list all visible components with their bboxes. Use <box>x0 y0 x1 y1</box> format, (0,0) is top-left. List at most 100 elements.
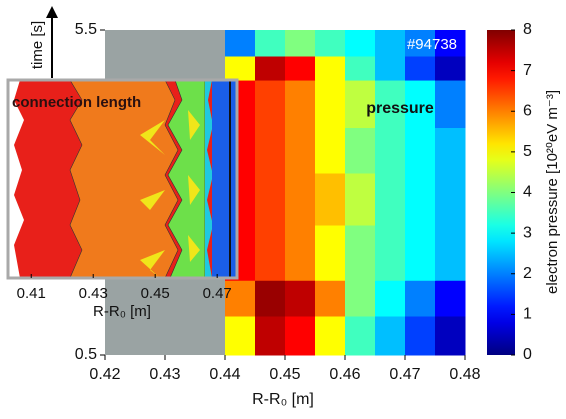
contour-region <box>140 120 165 278</box>
heatmap-cell <box>225 280 256 317</box>
heatmap-cell <box>405 173 436 226</box>
inset: connection length R-R₀ [m] 0.41 0.43 0.45 0… <box>6 78 239 320</box>
colorbar-tick-label: 7 <box>523 62 532 79</box>
x-tick-label: 0.46 <box>329 366 360 383</box>
heatmap-cell <box>255 280 286 317</box>
inset-x-tick-label: 0.43 <box>79 285 108 302</box>
colorbar-tick-label: 6 <box>523 102 532 119</box>
y-axis-label: time [s] <box>29 21 46 69</box>
panel-label: pressure <box>366 100 434 117</box>
heatmap-cell <box>375 316 406 356</box>
heatmap-cell <box>435 316 466 356</box>
heatmap-cell <box>315 80 346 128</box>
heatmap-cell <box>405 56 436 81</box>
heatmap-cell <box>345 316 376 356</box>
contour-region <box>188 110 200 262</box>
heatmap-cell <box>405 316 436 356</box>
heatmap-cell <box>225 316 256 356</box>
heatmap-cell <box>405 30 436 57</box>
colorbar-tick-label: 2 <box>523 265 532 282</box>
overlay: 0.42 0.43 0.44 0.45 0.46 0.47 0.48 0.5 5.5 <box>75 21 481 383</box>
heatmap-cell <box>315 56 346 81</box>
heatmap-cell <box>435 173 466 226</box>
contour-region <box>212 80 237 278</box>
contour-region <box>8 80 24 278</box>
inset-title: connection length <box>12 94 141 111</box>
colorbar-tick-label: 1 <box>523 306 532 323</box>
heatmap-cell <box>345 80 376 128</box>
heatmap-cell <box>375 56 406 81</box>
colorbar-label: electron pressure [10²⁰eV m⁻³] <box>544 90 561 294</box>
colorbar-tick-label: 0 <box>523 346 532 363</box>
heatmap-cell <box>345 127 376 174</box>
colorbar-tick-label: 8 <box>523 21 532 38</box>
heatmap-cell <box>435 30 466 57</box>
heatmap-cell <box>345 173 376 226</box>
colorbar-tick-label: 5 <box>523 143 532 160</box>
y-axis-arrowhead <box>46 6 58 18</box>
heatmap-cell <box>315 30 346 57</box>
heatmap-cell <box>285 56 316 81</box>
x-tick-label: 0.45 <box>269 366 300 383</box>
x-tick-label: 0.47 <box>389 366 420 383</box>
heatmap-cell <box>435 127 466 174</box>
heatmap-cell <box>285 30 316 57</box>
heatmap-cell <box>405 80 436 128</box>
heatmap-cell <box>255 225 286 281</box>
heatmap-cell <box>405 225 436 281</box>
colorbar-tick-label: 3 <box>523 224 532 241</box>
heatmap-cell <box>285 280 316 317</box>
x-axis-label: R-R₀ [m] <box>252 391 314 408</box>
x-tick-label: 0.43 <box>149 366 180 383</box>
heatmap <box>225 30 466 356</box>
inset-x-tick-label: 0.41 <box>17 285 46 302</box>
heatmap-cell <box>225 56 256 81</box>
inset-x-label: R-R₀ [m] <box>93 303 151 320</box>
heatmap-cell <box>375 225 406 281</box>
heatmap-cell <box>405 280 436 317</box>
heatmap-cell <box>375 173 406 226</box>
heatmap-cell <box>435 225 466 281</box>
heatmap-cell <box>255 80 286 128</box>
contour-region <box>205 80 213 278</box>
inset-frame <box>6 78 239 280</box>
heatmap-cell <box>285 127 316 174</box>
inset-x-tick-label: 0.45 <box>141 285 170 302</box>
heatmap-cell <box>345 56 376 81</box>
heatmap-cell <box>255 56 286 81</box>
heatmap-cell <box>375 80 406 128</box>
x-tick-label: 0.44 <box>209 366 240 383</box>
shot-number: #94738 <box>407 36 457 53</box>
heatmap-cell <box>315 127 346 174</box>
y-tick-label: 0.5 <box>75 346 97 363</box>
colorbar-tick-label: 4 <box>523 184 532 201</box>
y-tick-label: 5.5 <box>75 21 97 38</box>
heatmap-cell <box>285 316 316 356</box>
inset-x-tick-label: 0.47 <box>203 285 232 302</box>
heatmap-cell <box>255 173 286 226</box>
heatmap-cell <box>315 173 346 226</box>
heatmap-cell <box>375 280 406 317</box>
heatmap-cell <box>255 316 286 356</box>
colorbar <box>487 30 515 355</box>
heatmap-cell <box>315 280 346 317</box>
heatmap-cell <box>435 280 466 317</box>
heatmap-cell <box>435 56 466 81</box>
heatmap-cell <box>345 280 376 317</box>
heatmap-cell <box>405 127 436 174</box>
heatmap-cell <box>345 225 376 281</box>
heatmap-cell <box>285 173 316 226</box>
heatmap-cell <box>255 127 286 174</box>
heatmap-cell <box>315 316 346 356</box>
heatmap-cell <box>375 30 406 57</box>
heatmap-cell <box>315 225 346 281</box>
x-tick-label: 0.48 <box>449 366 480 383</box>
heatmap-cell <box>285 225 316 281</box>
x-tick-label: 0.42 <box>89 366 120 383</box>
heatmap-cell <box>375 127 406 174</box>
heatmap-cell <box>285 80 316 128</box>
heatmap-cell <box>435 80 466 128</box>
heatmap-cell <box>225 30 256 57</box>
